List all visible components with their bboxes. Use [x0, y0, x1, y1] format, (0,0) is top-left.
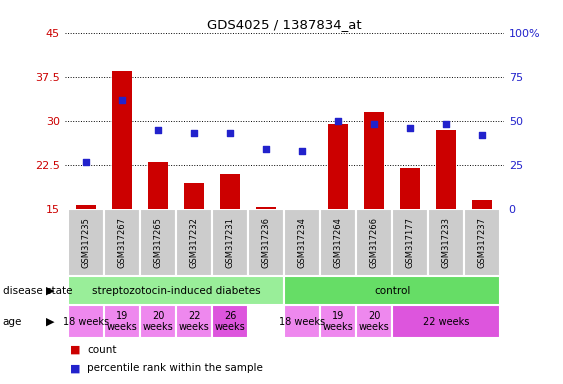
Text: GSM317231: GSM317231: [226, 217, 235, 268]
Bar: [212, 305, 248, 338]
Bar: [400, 168, 420, 209]
Bar: [104, 305, 140, 338]
Bar: [149, 162, 168, 209]
Text: ■: ■: [70, 345, 81, 355]
Bar: [392, 305, 501, 338]
Point: [370, 121, 379, 127]
Bar: [77, 205, 96, 209]
Text: GSM317266: GSM317266: [370, 217, 379, 268]
Text: streptozotocin-induced diabetes: streptozotocin-induced diabetes: [92, 286, 261, 296]
Bar: [284, 276, 501, 305]
Bar: [356, 305, 392, 338]
Text: 19
weeks: 19 weeks: [323, 311, 354, 333]
Title: GDS4025 / 1387834_at: GDS4025 / 1387834_at: [207, 18, 361, 31]
Text: 20
weeks: 20 weeks: [359, 311, 390, 333]
Text: GSM317233: GSM317233: [442, 217, 451, 268]
Bar: [68, 276, 284, 305]
Text: age: age: [3, 316, 22, 327]
Text: GSM317236: GSM317236: [262, 217, 271, 268]
Text: ▶: ▶: [46, 286, 55, 296]
Bar: [68, 209, 104, 276]
Text: GSM317264: GSM317264: [334, 217, 343, 268]
Bar: [104, 209, 140, 276]
Bar: [328, 124, 348, 209]
Bar: [364, 112, 384, 209]
Text: 26
weeks: 26 weeks: [215, 311, 245, 333]
Bar: [176, 209, 212, 276]
Text: ▶: ▶: [46, 316, 55, 327]
Bar: [176, 305, 212, 338]
Bar: [68, 305, 104, 338]
Bar: [185, 183, 204, 209]
Bar: [436, 130, 456, 209]
Bar: [392, 209, 428, 276]
Bar: [464, 209, 501, 276]
Point: [478, 132, 487, 138]
Text: 18 weeks: 18 weeks: [63, 316, 109, 327]
Bar: [356, 209, 392, 276]
Point: [442, 121, 451, 127]
Bar: [221, 174, 240, 209]
Point: [118, 97, 127, 103]
Text: control: control: [374, 286, 410, 296]
Point: [226, 130, 235, 136]
Text: disease state: disease state: [3, 286, 72, 296]
Text: 19
weeks: 19 weeks: [107, 311, 138, 333]
Bar: [256, 207, 276, 209]
Bar: [284, 209, 320, 276]
Point: [190, 130, 199, 136]
Text: percentile rank within the sample: percentile rank within the sample: [87, 363, 263, 373]
Bar: [140, 305, 176, 338]
Text: 22 weeks: 22 weeks: [423, 316, 470, 327]
Text: GSM317234: GSM317234: [298, 217, 307, 268]
Text: 18 weeks: 18 weeks: [279, 316, 325, 327]
Text: GSM317177: GSM317177: [406, 217, 415, 268]
Bar: [320, 305, 356, 338]
Text: GSM317235: GSM317235: [82, 217, 91, 268]
Text: GSM317232: GSM317232: [190, 217, 199, 268]
Text: ■: ■: [70, 363, 81, 373]
Text: 20
weeks: 20 weeks: [143, 311, 174, 333]
Point: [298, 148, 307, 154]
Bar: [320, 209, 356, 276]
Bar: [212, 209, 248, 276]
Point: [334, 118, 343, 124]
Point: [262, 146, 271, 152]
Text: GSM317267: GSM317267: [118, 217, 127, 268]
Bar: [248, 209, 284, 276]
Bar: [428, 209, 464, 276]
Bar: [113, 71, 132, 209]
Bar: [284, 305, 320, 338]
Text: count: count: [87, 345, 117, 355]
Bar: [472, 200, 492, 209]
Point: [406, 125, 415, 131]
Text: 22
weeks: 22 weeks: [179, 311, 209, 333]
Point: [154, 127, 163, 133]
Text: GSM317237: GSM317237: [478, 217, 487, 268]
Bar: [140, 209, 176, 276]
Text: GSM317265: GSM317265: [154, 217, 163, 268]
Point: [82, 159, 91, 165]
